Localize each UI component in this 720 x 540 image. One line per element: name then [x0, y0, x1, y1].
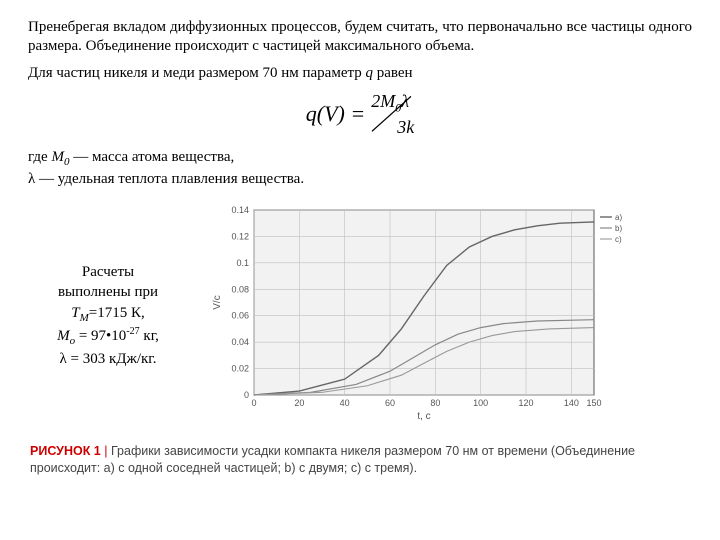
formula-fraction: 2M0λ 3k	[369, 92, 414, 136]
where-block: где M0 — масса атома вещества, λ — удель…	[28, 148, 692, 189]
p2-a: Для частиц никеля и меди размером 70 нм …	[28, 65, 365, 81]
svg-text:100: 100	[473, 398, 488, 408]
svg-text:t, c: t, c	[417, 411, 430, 422]
calc-tm-b: =1715 К,	[89, 305, 145, 321]
where-m-b: — масса атома вещества,	[69, 149, 234, 165]
p2-q: q	[365, 65, 373, 81]
calc-tm-sub: M	[80, 312, 89, 324]
svg-text:20: 20	[294, 398, 304, 408]
paragraph-1: Пренебрегая вкладом диффузионных процесс…	[28, 18, 692, 56]
calc-mo-sup: -27	[126, 326, 139, 337]
num-a: 2M	[371, 91, 395, 111]
svg-text:40: 40	[340, 398, 350, 408]
svg-text:0.04: 0.04	[231, 337, 249, 347]
calc-mo-a: M	[57, 328, 70, 344]
svg-text:c): c)	[615, 235, 622, 244]
p2-b: равен	[373, 65, 413, 81]
where-m-a: где	[28, 149, 51, 165]
svg-text:0.06: 0.06	[231, 311, 249, 321]
calc-params: Расчеты выполнены при TM=1715 К, Mo = 97…	[28, 262, 188, 369]
paragraph-2: Для частиц никеля и меди размером 70 нм …	[28, 64, 692, 83]
calc-l2: выполнены при	[58, 284, 158, 300]
svg-text:V/c: V/c	[212, 296, 223, 310]
svg-text:140: 140	[564, 398, 579, 408]
caption-body: Графики зависимости усадки компакта нике…	[30, 444, 635, 475]
caption-tag: РИСУНОК 1	[30, 444, 101, 458]
svg-text:60: 60	[385, 398, 395, 408]
svg-text:0.08: 0.08	[231, 285, 249, 295]
where-l: λ — удельная теплота плавления вещества.	[28, 171, 304, 187]
svg-text:150: 150	[586, 398, 601, 408]
calc-mo-c: кг,	[140, 328, 159, 344]
chart-svg: 0 20 40 60 80 100 120 140 150 0 0.02 0.04 0.06 0.08 0.…	[206, 198, 636, 428]
calc-tm-a: T	[71, 305, 79, 321]
svg-text:0.12: 0.12	[231, 232, 249, 242]
den: 3k	[369, 116, 414, 136]
svg-text:0: 0	[251, 398, 256, 408]
svg-text:0.1: 0.1	[236, 258, 249, 268]
svg-text:b): b)	[615, 224, 622, 233]
svg-text:a): a)	[615, 213, 622, 222]
figure-caption: РИСУНОК 1 | Графики зависимости усадки к…	[28, 443, 692, 477]
svg-text:0.02: 0.02	[231, 364, 249, 374]
caption-sep: |	[101, 444, 111, 458]
svg-text:0: 0	[244, 390, 249, 400]
calc-lam: λ = 303 кДж/кг.	[59, 351, 156, 367]
num-b: λ	[401, 91, 409, 111]
formula-lhs: q(V) =	[306, 101, 365, 127]
chart: 0 20 40 60 80 100 120 140 150 0 0.02 0.04 0.06 0.08 0.…	[206, 198, 636, 433]
svg-text:120: 120	[518, 398, 533, 408]
calc-l1: Расчеты	[82, 264, 134, 280]
calc-mo-b: = 97•10	[75, 328, 126, 344]
where-m-sym: M	[51, 149, 64, 165]
svg-text:80: 80	[430, 398, 440, 408]
formula: q(V) = 2M0λ 3k	[28, 92, 692, 136]
svg-text:0.14: 0.14	[231, 205, 249, 215]
